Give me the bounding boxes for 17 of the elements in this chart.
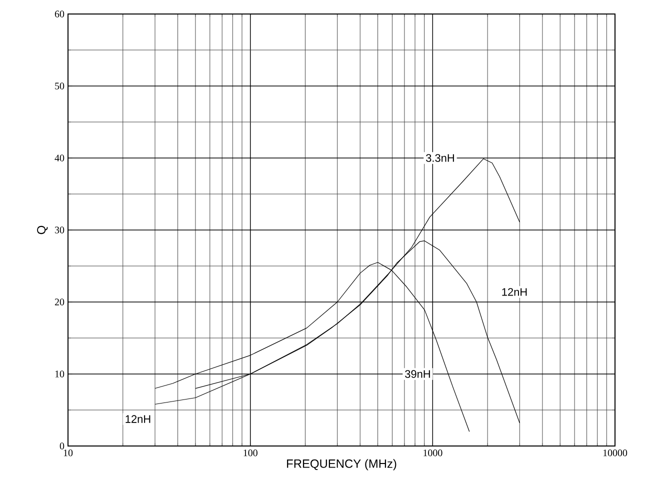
annotation: 12nH — [126, 415, 150, 423]
y-tick-label: 10 — [55, 370, 64, 378]
y-tick-label: 0 — [60, 442, 64, 450]
annotation: 12nH — [502, 288, 527, 296]
y-tick-label: 30 — [55, 226, 64, 234]
y-axis-title: Q — [37, 226, 48, 234]
y-tick-label: 20 — [54, 298, 64, 306]
x-tick-label: 10000 — [603, 450, 628, 456]
y-tick-label: 60 — [54, 10, 64, 18]
x-tick-label: 100 — [244, 450, 258, 456]
y-tick-label: 40 — [54, 154, 64, 162]
annotation: 3.3nH — [426, 154, 454, 162]
annotation: 39nH — [405, 370, 430, 378]
x-axis-title: FREQUENCY (MHz) — [287, 459, 396, 470]
x-tick-label: 10 — [64, 450, 73, 456]
y-tick-label: 50 — [55, 82, 64, 90]
x-tick-label: 1000 — [424, 450, 442, 456]
